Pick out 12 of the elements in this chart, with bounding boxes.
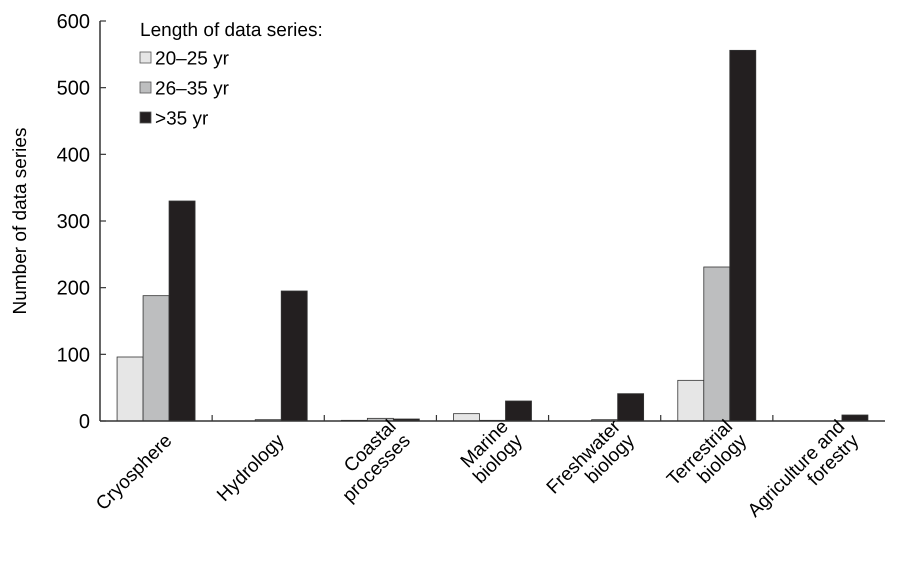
y-tick-label: 500 [56,78,90,100]
y-axis-title: Number of data series [10,128,31,314]
legend-label: >35 yr [155,108,210,130]
y-tick-label: 300 [56,211,90,233]
legend-label: 20–25 yr [155,48,230,70]
y-tick-label: 0 [78,411,90,433]
legend-title: Length of data series: [140,20,323,41]
y-tick-label: 200 [56,278,90,300]
legend-label: 26–35 yr [155,78,230,100]
y-tick-label: 100 [56,344,90,366]
y-tick-label: 600 [56,11,90,33]
y-tick-label: 400 [56,144,90,166]
